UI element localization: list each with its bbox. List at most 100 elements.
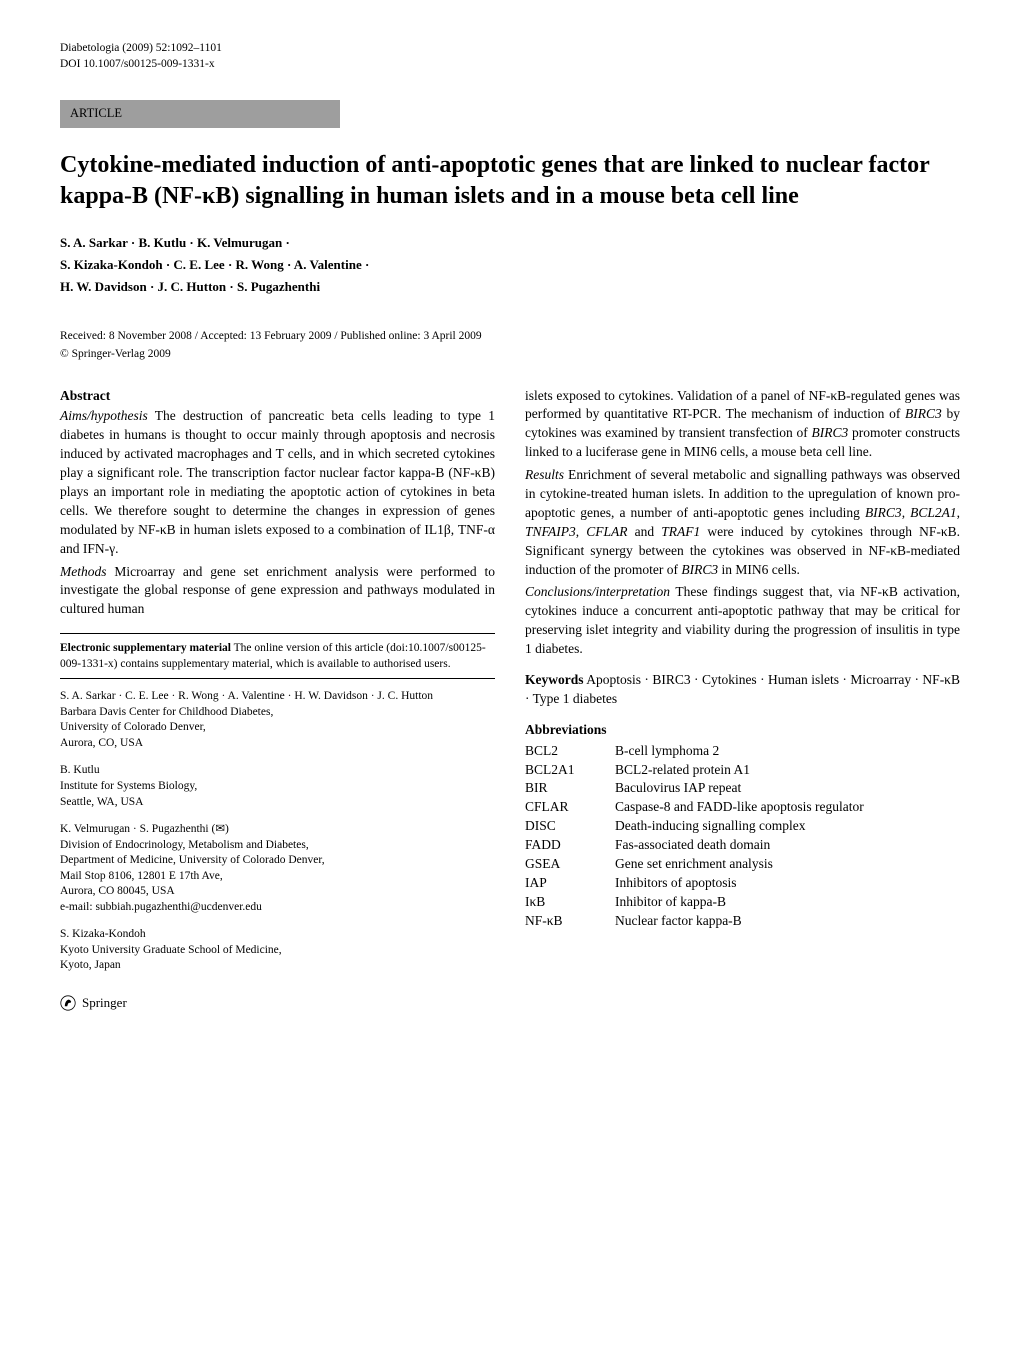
gene-birc3-r: BIRC3 (865, 505, 902, 520)
springer-horse-icon (60, 995, 76, 1011)
results-sep-2: , (957, 505, 960, 520)
conclusions-run-head: Conclusions/interpretation (525, 584, 670, 599)
gene-birc3-2: BIRC3 (812, 425, 849, 440)
affil-3-authors-pre: K. Velmurugan · S. Pugazhenthi ( (60, 823, 215, 835)
authors-line-2: S. Kizaka-Kondoh · C. E. Lee · R. Wong ·… (60, 254, 960, 276)
methods-cont-1: islets exposed to cytokines. Validation … (525, 388, 960, 422)
gene-cflar: CFLAR (586, 524, 627, 539)
abbrev-val: Nuclear factor kappa-B (615, 912, 960, 931)
abbrev-row: BIRBaculovirus IAP repeat (525, 779, 960, 798)
springer-text: Springer (82, 994, 127, 1012)
results-run-head: Results (525, 467, 564, 482)
affil-3-line-4: Aurora, CO 80045, USA (60, 884, 495, 900)
keywords-label: Keywords (525, 672, 584, 687)
supp-head: Electronic supplementary material (60, 642, 231, 654)
abbrev-row: IAPInhibitors of apoptosis (525, 874, 960, 893)
gene-birc3-r2: BIRC3 (681, 562, 718, 577)
abbrev-row: CFLARCaspase-8 and FADD-like apoptosis r… (525, 798, 960, 817)
abbrev-key: BCL2A1 (525, 761, 615, 780)
affil-3-authors: K. Velmurugan · S. Pugazhenthi (✉) (60, 822, 495, 838)
affil-2-authors: B. Kutlu (60, 763, 495, 779)
abbrev-val: Gene set enrichment analysis (615, 855, 960, 874)
body-columns: Abstract Aims/hypothesis The destruction… (60, 387, 960, 1016)
doi-line: DOI 10.1007/s00125-009-1331-x (60, 56, 960, 72)
affil-3-line-2: Department of Medicine, University of Co… (60, 853, 495, 869)
supplementary-material-box: Electronic supplementary material The on… (60, 633, 495, 679)
abbrev-val: Baculovirus IAP repeat (615, 779, 960, 798)
affiliation-2: B. Kutlu Institute for Systems Biology, … (60, 763, 495, 810)
author-list: S. A. Sarkar · B. Kutlu · K. Velmurugan … (60, 232, 960, 298)
gene-birc3-1: BIRC3 (905, 406, 942, 421)
envelope-icon: ✉ (215, 823, 225, 835)
gene-bcl2a1: BCL2A1 (910, 505, 957, 520)
abbrev-row: DISCDeath-inducing signalling complex (525, 817, 960, 836)
affiliation-3: K. Velmurugan · S. Pugazhenthi (✉) Divis… (60, 822, 495, 915)
affil-4-line-1: Kyoto University Graduate School of Medi… (60, 943, 495, 959)
abbrev-key: BIR (525, 779, 615, 798)
gene-traf1: TRAF1 (661, 524, 700, 539)
header-meta: Diabetologia (2009) 52:1092–1101 DOI 10.… (60, 40, 960, 72)
affil-1-line-3: Aurora, CO, USA (60, 736, 495, 752)
abbreviations-list: BCL2B-cell lymphoma 2 BCL2A1BCL2-related… (525, 742, 960, 931)
article-title: Cytokine-mediated induction of anti-apop… (60, 150, 960, 212)
abbrev-key: FADD (525, 836, 615, 855)
aims-run-head: Aims/hypothesis (60, 408, 148, 423)
abbrev-val: BCL2-related protein A1 (615, 761, 960, 780)
aims-text: The destruction of pancreatic beta cells… (60, 408, 495, 555)
abbrev-key: DISC (525, 817, 615, 836)
received-line: Received: 8 November 2008 / Accepted: 13… (60, 328, 960, 344)
affil-1-line-1: Barbara Davis Center for Childhood Diabe… (60, 705, 495, 721)
abbrev-val: Inhibitor of kappa-B (615, 893, 960, 912)
abbreviations-heading: Abbreviations (525, 721, 960, 740)
results-sep-3: , (576, 524, 586, 539)
affil-2-line-2: Seattle, WA, USA (60, 795, 495, 811)
results-sep-1: , (902, 505, 910, 520)
abbrev-row: BCL2B-cell lymphoma 2 (525, 742, 960, 761)
affil-3-authors-post: ) (225, 823, 229, 835)
abbrev-row: FADDFas-associated death domain (525, 836, 960, 855)
article-type-bar: ARTICLE (60, 100, 340, 128)
abstract-conclusions: Conclusions/interpretation These finding… (525, 583, 960, 659)
copyright-line: © Springer-Verlag 2009 (60, 346, 960, 362)
affiliation-1: S. A. Sarkar · C. E. Lee · R. Wong · A. … (60, 689, 495, 751)
affil-3-line-5: e-mail: subbiah.pugazhenthi@ucdenver.edu (60, 900, 495, 916)
right-column: islets exposed to cytokines. Validation … (525, 387, 960, 1016)
left-column: Abstract Aims/hypothesis The destruction… (60, 387, 495, 1016)
keywords-text: Apoptosis · BIRC3 · Cytokines · Human is… (525, 672, 960, 706)
abbrev-row: GSEAGene set enrichment analysis (525, 855, 960, 874)
authors-line-1: S. A. Sarkar · B. Kutlu · K. Velmurugan … (60, 232, 960, 254)
methods-text: Microarray and gene set enrichment analy… (60, 564, 495, 617)
journal-line: Diabetologia (2009) 52:1092–1101 (60, 40, 960, 56)
affil-3-line-1: Division of Endocrinology, Metabolism an… (60, 838, 495, 854)
methods-run-head: Methods (60, 564, 107, 579)
affiliation-4: S. Kizaka-Kondoh Kyoto University Gradua… (60, 927, 495, 974)
abstract-aims: Aims/hypothesis The destruction of pancr… (60, 407, 495, 558)
results-text-3: in MIN6 cells. (718, 562, 800, 577)
authors-line-3: H. W. Davidson · J. C. Hutton · S. Pugaz… (60, 276, 960, 298)
abbrev-val: Fas-associated death domain (615, 836, 960, 855)
abbrev-key: GSEA (525, 855, 615, 874)
gene-tnfaip3: TNFAIP3 (525, 524, 576, 539)
abbrev-key: NF-κB (525, 912, 615, 931)
abbrev-row: IκBInhibitor of kappa-B (525, 893, 960, 912)
abbrev-key: CFLAR (525, 798, 615, 817)
abstract-heading: Abstract (60, 387, 495, 406)
affil-1-authors: S. A. Sarkar · C. E. Lee · R. Wong · A. … (60, 689, 495, 705)
abstract-methods: Methods Microarray and gene set enrichme… (60, 563, 495, 620)
keywords: Keywords Apoptosis · BIRC3 · Cytokines ·… (525, 671, 960, 709)
abbrev-key: IκB (525, 893, 615, 912)
abbrev-val: Inhibitors of apoptosis (615, 874, 960, 893)
abbrev-row: NF-κBNuclear factor kappa-B (525, 912, 960, 931)
abbrev-val: Death-inducing signalling complex (615, 817, 960, 836)
affil-2-line-1: Institute for Systems Biology, (60, 779, 495, 795)
abbrev-key: IAP (525, 874, 615, 893)
results-and: and (628, 524, 662, 539)
abbrev-key: BCL2 (525, 742, 615, 761)
abstract-methods-cont: islets exposed to cytokines. Validation … (525, 387, 960, 463)
affil-3-line-3: Mail Stop 8106, 12801 E 17th Ave, (60, 869, 495, 885)
springer-logo: Springer (60, 994, 127, 1012)
affil-1-line-2: University of Colorado Denver, (60, 720, 495, 736)
footer-springer: Springer (60, 994, 495, 1016)
abbrev-val: B-cell lymphoma 2 (615, 742, 960, 761)
abbrev-val: Caspase-8 and FADD-like apoptosis regula… (615, 798, 960, 817)
